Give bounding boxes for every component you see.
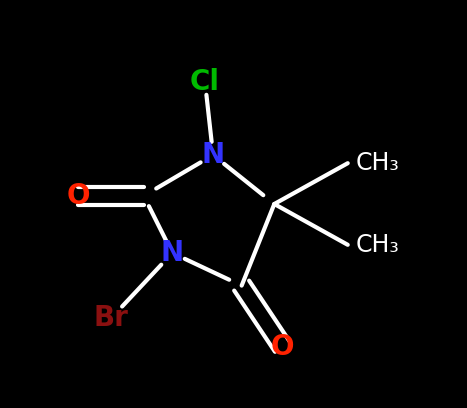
Text: N: N [202, 141, 225, 169]
Text: CH₃: CH₃ [356, 233, 400, 257]
Text: N: N [161, 239, 184, 267]
Text: O: O [271, 333, 294, 361]
Text: Cl: Cl [190, 68, 220, 95]
Text: Br: Br [94, 304, 128, 332]
Text: O: O [67, 182, 90, 210]
Text: CH₃: CH₃ [356, 151, 400, 175]
